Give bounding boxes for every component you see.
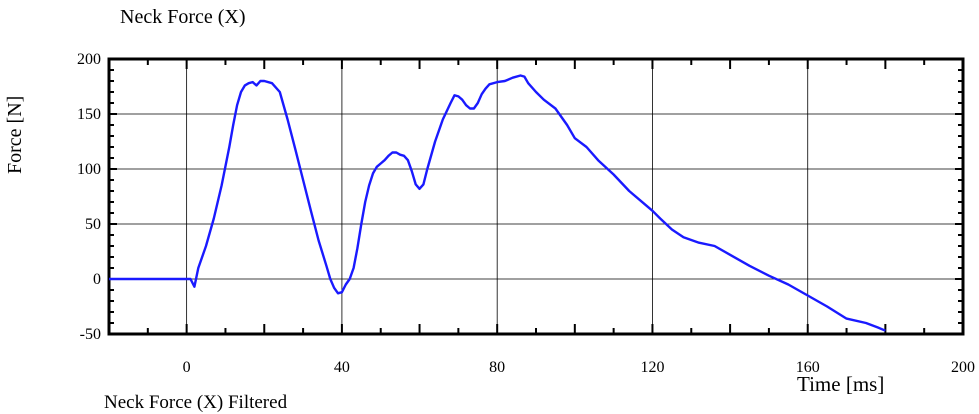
x-tick-label: 200 (951, 359, 975, 376)
x-tick-label: 80 (489, 359, 505, 376)
y-tick-label: 50 (85, 216, 101, 233)
y-tick-label: -50 (80, 326, 101, 343)
y-tick-label: 200 (77, 51, 101, 68)
y-tick-label: 100 (77, 161, 101, 178)
plot-frame (107, 57, 965, 336)
y-tick-label: 0 (93, 271, 101, 288)
line-chart: 0 40 80 120 160 200 200 150 100 50 0 -50 (77, 51, 975, 376)
x-tick-label: 120 (640, 359, 664, 376)
x-tick-label: 0 (183, 359, 191, 376)
x-axis-label: Time [ms] (797, 372, 885, 396)
x-tick-label: 40 (334, 359, 350, 376)
chart-title: Neck Force (X) (120, 6, 246, 28)
series-line (109, 74, 886, 332)
x-tick-label: 160 (796, 359, 820, 376)
y-tick-label: 150 (77, 106, 101, 123)
